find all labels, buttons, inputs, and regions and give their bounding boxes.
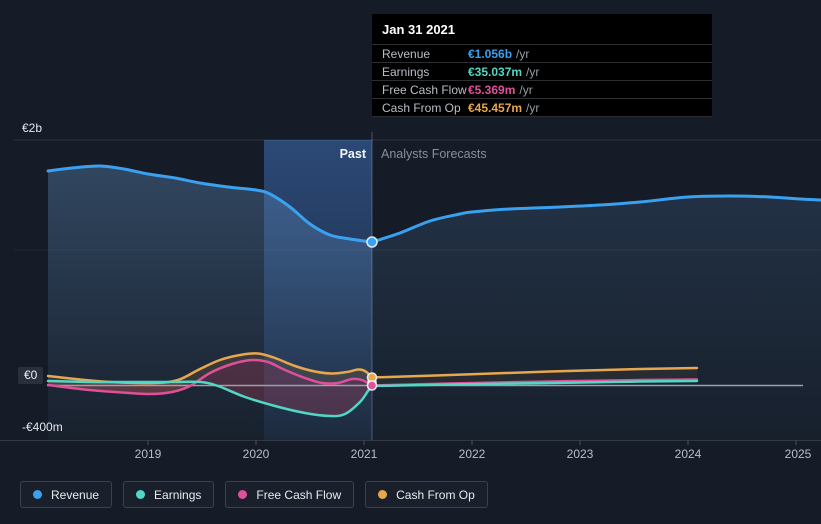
- tooltip-row-suffix: /yr: [526, 64, 540, 79]
- x-axis-label: 2022: [458, 447, 486, 461]
- tooltip-row-suffix: /yr: [519, 82, 533, 97]
- x-axis-label: 2021: [350, 447, 378, 461]
- legend-item-label: Free Cash Flow: [256, 487, 342, 502]
- tooltip-row-value: €35.037m: [468, 64, 523, 79]
- x-axis-label: 2020: [242, 447, 270, 461]
- legend-dot-icon: [33, 490, 42, 499]
- area-fills: [48, 165, 821, 440]
- legend-item-revenue[interactable]: Revenue: [20, 481, 113, 508]
- x-axis-label: 2019: [134, 447, 162, 461]
- legend: Revenue Earnings Free Cash Flow Cash From O…: [20, 481, 488, 508]
- legend-item-label: Earnings: [154, 487, 202, 502]
- legend-item-label: Cash From Op: [396, 487, 475, 502]
- tooltip-row-label: Revenue: [382, 46, 431, 61]
- tooltip-row: Cash From Op €45.457m/yr: [372, 98, 712, 116]
- legend-item-cashop[interactable]: Cash From Op: [365, 481, 488, 508]
- legend-item-label: Revenue: [51, 487, 100, 502]
- tooltip-row: Free Cash Flow €5.369m/yr: [372, 80, 712, 98]
- tooltip-row-label: Cash From Op: [382, 100, 461, 115]
- y-axis-label: €0: [18, 367, 44, 384]
- tooltip-row-suffix: /yr: [526, 100, 540, 115]
- tooltip-row-value: €45.457m: [468, 100, 523, 115]
- tooltip-row-value: €1.056b: [468, 46, 513, 61]
- y-axis-label: €2b: [22, 121, 43, 135]
- tooltip-row: Earnings €35.037m/yr: [372, 62, 712, 80]
- legend-dot-icon: [378, 490, 388, 499]
- legend-item-earnings[interactable]: Earnings: [123, 481, 215, 508]
- selected-point-markers: [366, 236, 378, 391]
- tooltip-row-suffix: /yr: [516, 46, 530, 61]
- series-lines: [46, 164, 821, 418]
- analysts-forecasts-label: Analysts Forecasts: [381, 147, 487, 161]
- x-axis-label: 2024: [674, 447, 702, 461]
- legend-item-fcf[interactable]: Free Cash Flow: [225, 481, 355, 508]
- past-label: Past: [339, 147, 366, 161]
- tooltip: Jan 31 2021 Revenue €1.056b/yr Earnings €35…: [372, 14, 712, 117]
- x-axis-label: 2025: [784, 447, 812, 461]
- tooltip-date: Jan 31 2021: [382, 22, 456, 37]
- x-axis-label: 2023: [566, 447, 594, 461]
- legend-dot-icon: [136, 490, 146, 499]
- tooltip-row-label: Earnings: [382, 64, 430, 79]
- legend-dot-icon: [238, 490, 248, 499]
- tooltip-row-label: Free Cash Flow: [382, 82, 467, 97]
- y-axis-label: -€400m: [22, 420, 63, 434]
- tooltip-row-value: €5.369m: [468, 82, 516, 97]
- tooltip-row: Revenue €1.056b/yr: [372, 44, 712, 62]
